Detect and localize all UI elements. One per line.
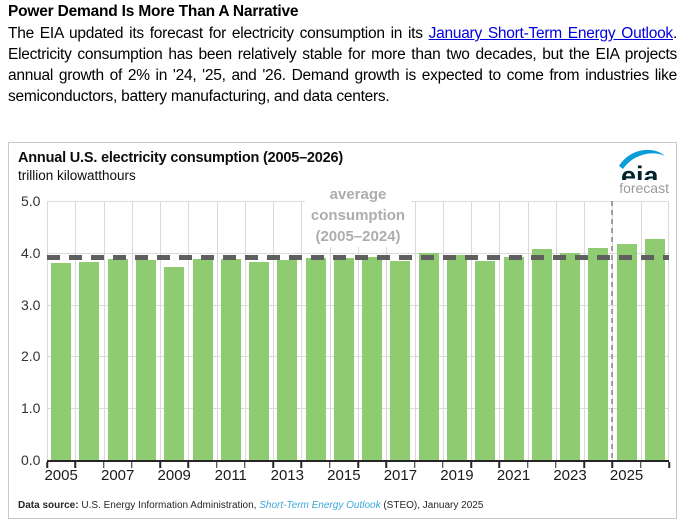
data-source-suffix: (STEO), January 2025 [380,500,484,511]
bar-2020 [475,261,496,460]
x-tick-label: 2005 [44,467,78,484]
bar-2019 [446,255,467,460]
x-tick-label: 2013 [270,467,304,484]
article-text-before-link: The EIA updated its forecast for electri… [8,25,429,42]
bar-2025 [616,244,637,460]
chart-subtitle: trillion kilowatthours [18,168,136,183]
article-title: Power Demand Is More Than A Narrative [8,3,299,20]
y-tick-label: 2.0 [21,348,41,365]
bar-2022 [531,249,552,460]
x-tick-label: 2011 [214,467,247,484]
bar-2009 [164,267,185,460]
data-source-label: Data source: [18,500,82,511]
x-tick-label: 2007 [100,467,135,484]
bar-2008 [135,259,156,460]
forecast-divider-line [611,201,614,460]
article-text-after-link: . Electricity consumption has been relat… [8,25,677,105]
bar-2015 [333,257,354,460]
data-source: Data source: U.S. Energy Information Adm… [18,500,483,511]
x-axis-labels: 2005 2007 2009 2011 2013 2015 2017 2019 2021 2023… [44,467,669,485]
steo-source-link[interactable]: Short-Term Energy Outlook [259,500,381,511]
bar-2007 [107,258,128,460]
x-axis-ticks [46,462,670,468]
y-tick-label: 0.0 [21,452,41,468]
x-tick-label: 2025 [609,467,644,484]
bar-2006 [79,262,100,460]
bar-2013 [277,260,298,460]
bar-2016 [362,256,383,460]
article: Power Demand Is More Than A Narrative Th… [8,2,677,107]
chart-title: Annual U.S. electricity consumption (200… [18,150,344,166]
bar-2023 [560,252,581,460]
average-line [47,255,669,260]
average-consumption-annotation: average consumption (2005–2024) [304,184,412,247]
x-tick-label: 2015 [327,467,361,484]
x-tick-label: 2021 [496,467,531,484]
x-tick-label: 2009 [157,467,191,484]
bar-2012 [249,261,270,460]
bar-2005 [51,262,72,460]
y-axis-labels: 0.0 1.0 2.0 3.0 4.0 5.0 [21,193,51,468]
data-source-text: U.S. Energy Information Administration, [81,500,260,511]
bar-2014 [305,257,326,460]
bar-2011 [220,259,241,460]
chart-card: Annual U.S. electricity consumption (200… [8,142,677,519]
bar-2017 [390,260,411,460]
plot-area: average consumption (2005–2024) forecast [47,180,669,462]
steo-article-link[interactable]: January Short-Term Energy Outlook [428,25,674,42]
y-tick-label: 4.0 [21,244,41,261]
x-tick-label: 2019 [440,467,474,484]
bar-2018 [418,252,439,460]
x-tick-label: 2017 [383,467,418,484]
bar-2010 [192,258,213,460]
article-paragraph: The EIA updated its forecast for electri… [8,23,677,107]
y-tick-label: 1.0 [21,400,41,417]
bar-2024 [588,248,609,460]
forecast-label: forecast [614,180,669,196]
y-tick-label: 5.0 [21,193,41,209]
x-tick-label: 2023 [553,467,587,484]
bar-2026 [644,239,665,460]
bar-2021 [503,256,524,460]
y-tick-label: 3.0 [21,296,41,313]
